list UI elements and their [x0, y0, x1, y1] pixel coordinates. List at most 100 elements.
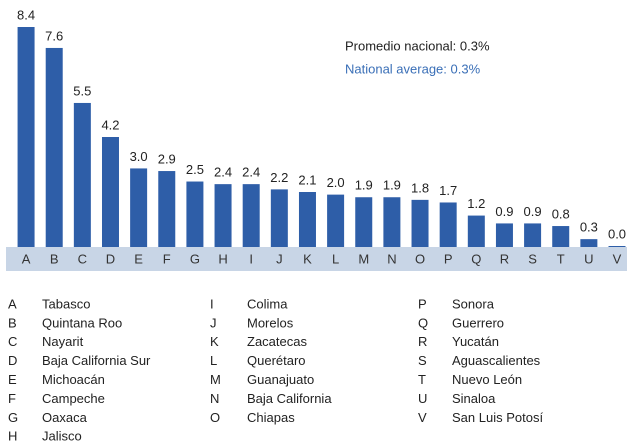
- value-label: 0.8: [552, 206, 570, 221]
- value-label: 1.9: [383, 178, 401, 193]
- key-letter: K: [210, 334, 219, 349]
- key-name: Yucatán: [452, 334, 499, 349]
- key-name: Tabasco: [42, 296, 90, 311]
- key-name: San Luis Potosí: [452, 410, 543, 425]
- bar: [73, 102, 91, 247]
- x-tick-label: E: [134, 251, 143, 266]
- key-name: Guerrero: [452, 315, 504, 330]
- value-label: 1.7: [439, 183, 457, 198]
- key-letter: M: [210, 372, 221, 387]
- key-name: Colima: [247, 296, 288, 311]
- x-tick-label: G: [190, 251, 200, 266]
- key-name: Querétaro: [247, 353, 306, 368]
- key-name: Guanajuato: [247, 372, 314, 387]
- key-letter: S: [418, 353, 427, 368]
- key-letter: E: [8, 372, 17, 387]
- value-label: 4.2: [101, 117, 119, 132]
- x-tick-label: U: [584, 251, 593, 266]
- annotation: National average: 0.3%: [345, 61, 481, 76]
- x-tick-label: Q: [471, 251, 481, 266]
- bar: [439, 202, 457, 247]
- bar: [580, 239, 598, 247]
- key-letter: F: [8, 391, 16, 406]
- bar: [101, 137, 119, 247]
- value-label: 0.9: [524, 204, 542, 219]
- key-name: Baja California Sur: [42, 353, 151, 368]
- key-letter: R: [418, 334, 427, 349]
- key-letter: N: [210, 391, 219, 406]
- x-tick-label: B: [50, 251, 59, 266]
- bar: [158, 171, 176, 247]
- x-tick-label: L: [332, 251, 339, 266]
- bar: [608, 246, 626, 247]
- bar: [242, 184, 260, 247]
- key-letter: B: [8, 315, 17, 330]
- key-name: Baja California: [247, 391, 332, 406]
- bar: [17, 27, 35, 247]
- bar: [327, 194, 345, 247]
- key-letter: O: [210, 410, 220, 425]
- value-label: 1.9: [355, 178, 373, 193]
- key-name: Zacatecas: [247, 334, 307, 349]
- key-name: Quintana Roo: [42, 315, 122, 330]
- value-label: 8.4: [17, 7, 35, 22]
- bar: [355, 197, 373, 247]
- bar: [524, 223, 542, 247]
- x-tick-label: N: [387, 251, 396, 266]
- key-name: Morelos: [247, 315, 294, 330]
- value-label: 1.8: [411, 180, 429, 195]
- value-label: 2.4: [214, 165, 232, 180]
- value-label: 2.5: [186, 162, 204, 177]
- value-label: 5.5: [73, 83, 91, 98]
- key-letter: J: [210, 315, 217, 330]
- key-letter: A: [8, 296, 17, 311]
- x-tick-label: T: [557, 251, 565, 266]
- x-tick-label: A: [22, 251, 31, 266]
- x-tick-label: S: [528, 251, 537, 266]
- x-tick-label: R: [500, 251, 509, 266]
- key-letter: D: [8, 353, 17, 368]
- x-tick-label: F: [163, 251, 171, 266]
- category-strip: [6, 247, 627, 271]
- value-label: 7.6: [45, 28, 63, 43]
- key-letter: L: [210, 353, 217, 368]
- bar: [467, 215, 485, 247]
- bar: [298, 192, 316, 247]
- key-name: Campeche: [42, 391, 105, 406]
- x-tick-label: K: [303, 251, 312, 266]
- key-name: Nayarit: [42, 334, 84, 349]
- bar: [495, 223, 513, 247]
- bar: [214, 184, 232, 247]
- value-label: 1.2: [467, 196, 485, 211]
- key-name: Nuevo León: [452, 372, 522, 387]
- key-name: Jalisco: [42, 429, 82, 444]
- key-name: Sinaloa: [452, 391, 496, 406]
- x-tick-label: H: [218, 251, 227, 266]
- key-letter: P: [418, 296, 427, 311]
- value-label: 2.2: [270, 170, 288, 185]
- key-letter: Q: [418, 315, 428, 330]
- x-tick-label: M: [358, 251, 369, 266]
- value-label: 2.4: [242, 165, 260, 180]
- x-tick-label: V: [613, 251, 622, 266]
- key-name: Michoacán: [42, 372, 105, 387]
- value-label: 2.9: [158, 151, 176, 166]
- key-name: Sonora: [452, 296, 495, 311]
- bar: [45, 47, 63, 248]
- value-label: 2.0: [327, 175, 345, 190]
- key-letter: H: [8, 429, 17, 444]
- value-label: 0.9: [495, 204, 513, 219]
- key-letter: T: [418, 372, 426, 387]
- x-tick-label: I: [249, 251, 253, 266]
- key-name: Oaxaca: [42, 410, 88, 425]
- bar: [383, 197, 401, 247]
- x-tick-label: C: [78, 251, 87, 266]
- x-tick-label: P: [444, 251, 453, 266]
- key-letter: U: [418, 391, 427, 406]
- x-tick-label: D: [106, 251, 115, 266]
- key-letter: V: [418, 410, 427, 425]
- value-label: 2.1: [298, 172, 316, 187]
- key-name: Aguascalientes: [452, 353, 541, 368]
- x-tick-label: J: [276, 251, 283, 266]
